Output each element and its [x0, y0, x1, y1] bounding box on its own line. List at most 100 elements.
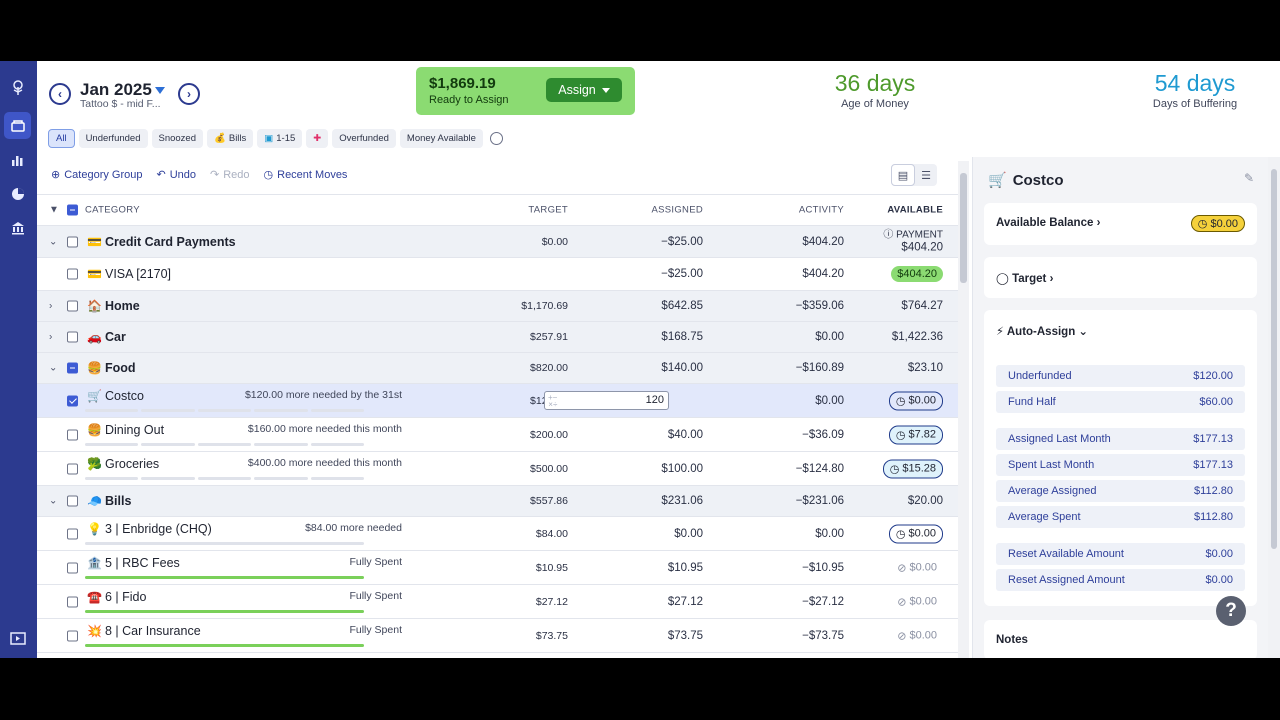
auto-assign-assigned-last-month[interactable]: Assigned Last Month $177.13: [996, 428, 1245, 450]
available-value[interactable]: ⊘ $0.00: [891, 627, 943, 644]
activity-value[interactable]: $404.20: [802, 235, 844, 248]
activity-value[interactable]: −$36.09: [802, 428, 844, 441]
inspector-scrollbar[interactable]: [1268, 157, 1280, 658]
available-value[interactable]: $764.27: [901, 300, 943, 312]
row-checkbox[interactable]: [67, 362, 78, 374]
filter-all[interactable]: All: [48, 129, 75, 148]
collapse-all-icon[interactable]: ▼: [49, 204, 60, 216]
prev-month-button[interactable]: ‹: [49, 83, 71, 105]
row-checkbox[interactable]: [67, 268, 78, 280]
category-group-row[interactable]: ⌄ 💳 Credit Card Payments $0.00 −$25.00 $…: [37, 226, 958, 258]
row-checkbox[interactable]: [67, 236, 78, 247]
recent-moves-button[interactable]: ◷ Recent Moves: [264, 168, 348, 181]
available-value[interactable]: $1,422.36: [891, 331, 943, 343]
auto-assign-reset-available[interactable]: Reset Available Amount $0.00: [996, 543, 1245, 565]
filter-underfunded[interactable]: Underfunded: [78, 129, 148, 148]
undo-button[interactable]: ↶ Undo: [156, 168, 196, 181]
category-row-selected[interactable]: 🛒 Costco $120.00 more needed by the 31st…: [37, 384, 958, 418]
table-scrollbar[interactable]: [958, 161, 969, 658]
available-value[interactable]: $23.10: [907, 362, 943, 374]
row-checkbox[interactable]: [67, 463, 78, 474]
row-checkbox[interactable]: [67, 331, 78, 343]
row-checkbox[interactable]: [67, 528, 78, 539]
row-checkbox[interactable]: [67, 395, 78, 406]
category-row[interactable]: 🏦 5 | RBC Fees Fully Spent $10.95 $10.95…: [37, 551, 958, 585]
auto-assign-underfunded[interactable]: Underfunded $120.00: [996, 365, 1245, 387]
help-button[interactable]: ?: [1216, 596, 1246, 626]
category-name[interactable]: 6 | Fido: [105, 590, 147, 604]
available-value[interactable]: ⊘ $0.00: [891, 593, 943, 610]
row-checkbox[interactable]: [67, 596, 78, 607]
assigned-value[interactable]: $231.06: [661, 495, 703, 507]
available-value[interactable]: ◷ $7.82: [888, 425, 943, 444]
category-group-row[interactable]: › 🏠 Home $1,170.69 $642.85 −$359.06 $764…: [37, 291, 958, 322]
next-month-button[interactable]: ›: [178, 83, 200, 105]
assign-button[interactable]: Assign: [546, 78, 622, 102]
select-all-checkbox[interactable]: [67, 204, 78, 216]
available-value[interactable]: ⓘ PAYMENT $404.20: [883, 229, 943, 254]
chevron-down-icon[interactable]: ⌄: [49, 362, 58, 374]
reports-icon[interactable]: [4, 146, 31, 173]
assigned-value[interactable]: −$25.00: [661, 235, 703, 248]
category-row[interactable]: 💳 VISA [2170] −$25.00 $404.20 $404.20: [37, 258, 958, 291]
category-name[interactable]: Dining Out: [105, 423, 165, 437]
category-name[interactable]: 8 | Car Insurance: [105, 624, 201, 638]
activity-value[interactable]: −$124.80: [795, 462, 844, 475]
table-scroll-thumb[interactable]: [960, 173, 967, 283]
bank-icon[interactable]: [4, 214, 31, 241]
assigned-value[interactable]: $27.12: [667, 595, 703, 608]
activity-value[interactable]: −$27.12: [802, 595, 844, 608]
available-value[interactable]: ⊘ $0.00: [891, 559, 943, 576]
category-name[interactable]: Food: [105, 361, 136, 375]
auto-assign-average-assigned[interactable]: Average Assigned $112.80: [996, 480, 1245, 502]
assigned-value[interactable]: $100.00: [661, 462, 703, 475]
activity-value[interactable]: $0.00: [815, 331, 844, 343]
row-checkbox[interactable]: [67, 630, 78, 641]
auto-assign-toggle[interactable]: ⚡ Auto-Assign ⌄: [996, 324, 1088, 338]
category-name[interactable]: Home: [105, 299, 140, 313]
chevron-down-icon[interactable]: ⌄: [49, 236, 58, 247]
assigned-value[interactable]: −$25.00: [661, 268, 703, 280]
available-value[interactable]: ◷ $15.28: [882, 459, 943, 478]
category-name[interactable]: Costco: [105, 389, 144, 403]
assigned-value[interactable]: $0.00: [674, 527, 703, 540]
activity-value[interactable]: $0.00: [815, 527, 844, 540]
assigned-value[interactable]: $642.85: [661, 300, 703, 312]
expanded-view-icon[interactable]: ▤: [891, 164, 915, 186]
chevron-right-icon[interactable]: ›: [49, 331, 53, 343]
inspector-scroll-thumb[interactable]: [1271, 169, 1277, 549]
chevron-right-icon[interactable]: ›: [49, 300, 53, 312]
filter-settings-icon[interactable]: [489, 132, 503, 145]
category-group-row[interactable]: › 🚗 Car $257.91 $168.75 $0.00 $1,422.36: [37, 322, 958, 353]
available-value[interactable]: $404.20: [891, 266, 943, 282]
activity-value[interactable]: −$73.75: [802, 629, 844, 642]
add-category-group-button[interactable]: ⊕ Category Group: [51, 168, 142, 181]
activity-value[interactable]: $404.20: [802, 268, 844, 280]
assigned-value[interactable]: $40.00: [667, 428, 703, 441]
category-group-row[interactable]: ⌄ 🧢 Bills $557.86 $231.06 −$231.06 $20.0…: [37, 486, 958, 517]
available-balance-card[interactable]: Available Balance › ◷ $0.00: [984, 203, 1257, 245]
category-group-row[interactable]: ⌄ 🍔 Food $820.00 $140.00 −$160.89 $23.10: [37, 353, 958, 384]
assigned-value[interactable]: $10.95: [667, 561, 703, 574]
category-row[interactable]: 💥 8 | Car Insurance Fully Spent $73.75 $…: [37, 619, 958, 653]
category-row[interactable]: 💡 3 | Enbridge (CHQ) $84.00 more needed …: [37, 517, 958, 551]
compact-view-icon[interactable]: ☰: [921, 169, 931, 182]
category-name[interactable]: Car: [105, 330, 126, 344]
budget-icon[interactable]: [4, 112, 31, 139]
category-name[interactable]: Credit Card Payments: [105, 234, 236, 249]
auto-assign-average-spent[interactable]: Average Spent $112.80: [996, 506, 1245, 528]
pie-chart-icon[interactable]: [4, 180, 31, 207]
filter-snoozed[interactable]: Snoozed: [151, 129, 204, 148]
category-name[interactable]: 5 | RBC Fees: [105, 556, 180, 570]
tree-logo-icon[interactable]: [4, 74, 31, 101]
category-row[interactable]: 🍔 Dining Out $160.00 more needed this mo…: [37, 418, 958, 452]
month-selector[interactable]: Jan 2025: [80, 80, 165, 100]
row-checkbox[interactable]: [67, 495, 78, 507]
category-row[interactable]: 🥦 Groceries $400.00 more needed this mon…: [37, 452, 958, 486]
notes-card[interactable]: Notes: [984, 620, 1257, 658]
category-name[interactable]: VISA [2170]: [105, 267, 172, 281]
auto-assign-fund-half[interactable]: Fund Half $60.00: [996, 391, 1245, 413]
filter-overfunded[interactable]: Overfunded: [332, 129, 396, 148]
category-name[interactable]: Groceries: [105, 457, 160, 471]
assigned-value[interactable]: $168.75: [661, 331, 703, 343]
